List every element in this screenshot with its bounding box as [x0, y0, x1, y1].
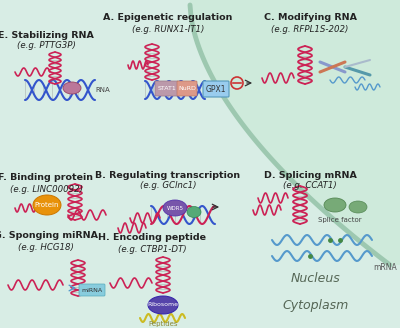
- Text: F. Binding protein: F. Binding protein: [0, 174, 94, 182]
- Text: E. Stabilizing RNA: E. Stabilizing RNA: [0, 31, 94, 39]
- Text: (e.g. RFPL1S-202): (e.g. RFPL1S-202): [271, 25, 349, 33]
- FancyBboxPatch shape: [79, 284, 105, 296]
- Text: Peptides: Peptides: [148, 321, 178, 327]
- Ellipse shape: [63, 82, 81, 94]
- Text: D. Splicing mRNA: D. Splicing mRNA: [264, 171, 356, 179]
- Text: Splice factor: Splice factor: [318, 217, 362, 223]
- Text: (e.g. PTTG3P): (e.g. PTTG3P): [16, 42, 76, 51]
- Text: (e.g. LINC00092): (e.g. LINC00092): [10, 184, 82, 194]
- FancyBboxPatch shape: [203, 81, 229, 97]
- Text: H. Encoding peptide: H. Encoding peptide: [98, 234, 206, 242]
- Ellipse shape: [187, 207, 201, 217]
- Text: RNA: RNA: [95, 87, 110, 93]
- Text: (e.g. CTBP1-DT): (e.g. CTBP1-DT): [118, 244, 186, 254]
- Ellipse shape: [324, 198, 346, 212]
- Text: STAT1: STAT1: [158, 86, 176, 91]
- Text: B. Regulating transcription: B. Regulating transcription: [96, 171, 240, 179]
- Text: Cytoplasm: Cytoplasm: [283, 298, 349, 312]
- Ellipse shape: [163, 200, 187, 216]
- Ellipse shape: [148, 296, 178, 314]
- FancyBboxPatch shape: [155, 81, 179, 96]
- Ellipse shape: [33, 195, 61, 215]
- Text: NuRD: NuRD: [178, 86, 196, 91]
- Text: G. Sponging miRNA: G. Sponging miRNA: [0, 232, 98, 240]
- Text: (e.g. CCAT1): (e.g. CCAT1): [283, 181, 337, 191]
- Text: Ribosome: Ribosome: [148, 302, 178, 308]
- Text: WDR5: WDR5: [166, 206, 184, 211]
- Text: A. Epigenetic regulation: A. Epigenetic regulation: [103, 13, 233, 23]
- Text: mRNA: mRNA: [373, 263, 397, 273]
- Text: (e.g. RUNX1-IT1): (e.g. RUNX1-IT1): [132, 25, 204, 33]
- Text: Nucleus: Nucleus: [291, 272, 341, 284]
- Text: (e.g. GClnc1): (e.g. GClnc1): [140, 181, 196, 191]
- Text: C. Modifying RNA: C. Modifying RNA: [264, 13, 356, 23]
- Text: (e.g. HCG18): (e.g. HCG18): [18, 242, 74, 252]
- Ellipse shape: [349, 201, 367, 213]
- Text: Protein: Protein: [35, 202, 59, 208]
- Text: miRNA: miRNA: [82, 288, 102, 293]
- Polygon shape: [190, 0, 400, 265]
- FancyBboxPatch shape: [177, 81, 197, 96]
- Text: GPX1: GPX1: [206, 85, 226, 93]
